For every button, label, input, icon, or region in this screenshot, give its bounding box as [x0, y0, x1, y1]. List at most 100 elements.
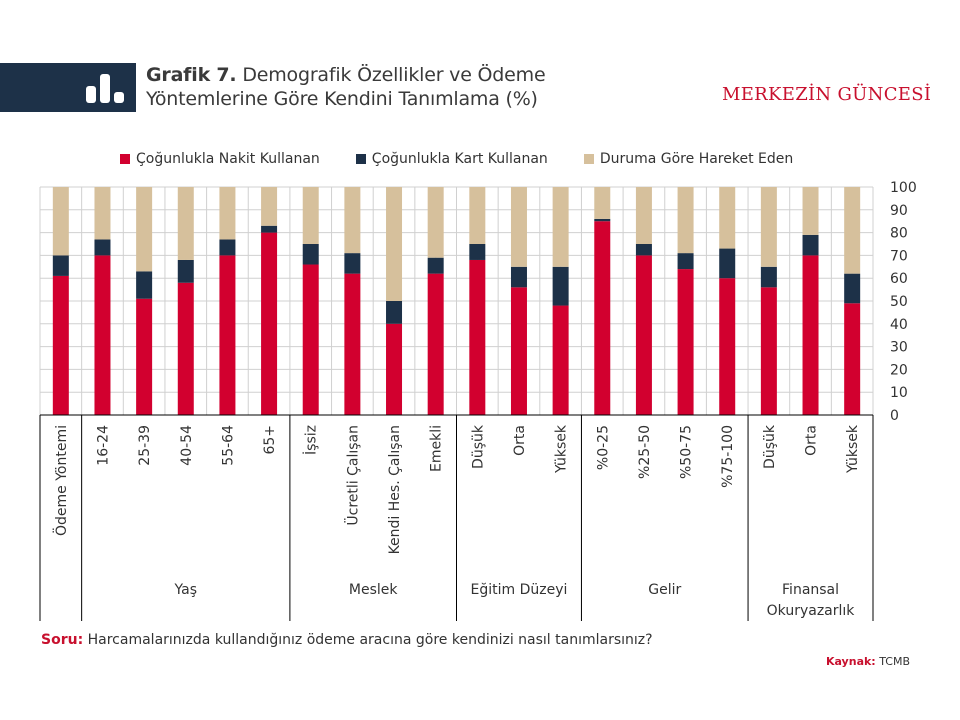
bar-segment-nakit — [94, 255, 111, 415]
bar-segment-kart — [94, 239, 111, 256]
bar-chart-icon — [86, 74, 124, 103]
bar-segment-nakit — [594, 221, 611, 415]
group-label: Meslek — [349, 582, 398, 598]
chart-title: Grafik 7. Demografik Özellikler ve Ödeme… — [146, 63, 546, 111]
x-tick-label: İşsiz — [302, 425, 320, 455]
group-label: Finansal — [782, 582, 839, 598]
title-line-1: Demografik Özellikler ve Ödeme — [242, 64, 546, 86]
bar-segment-kart — [469, 244, 486, 260]
x-tick-label: %25-50 — [637, 425, 653, 479]
bar-segment-kart — [52, 255, 69, 276]
y-tick-label: 90 — [890, 203, 908, 219]
title-line-2: Yöntemlerine Göre Kendini Tanımlama (%) — [146, 88, 538, 110]
bar-segment-duruma — [386, 187, 403, 301]
bar-segment-kart — [719, 248, 736, 279]
y-tick-label: 70 — [890, 248, 908, 264]
bar-segment-kart — [635, 244, 652, 256]
x-tick-label: Orta — [512, 425, 528, 456]
legend-label-duruma: Duruma Göre Hareket Eden — [599, 151, 794, 167]
source-text: TCMB — [879, 655, 910, 668]
legend-item-kart: Çoğunlukla Kart Kullanan — [355, 151, 548, 167]
bar-segment-duruma — [302, 187, 319, 244]
bar-segment-nakit — [427, 273, 444, 415]
bar-segment-duruma — [677, 187, 694, 254]
bar-segment-nakit — [510, 287, 527, 415]
bar-segment-kart — [302, 244, 319, 265]
source-label: Kaynak: — [825, 655, 876, 668]
group-label: Okuryazarlık — [767, 603, 856, 619]
bar-segment-nakit — [760, 287, 777, 415]
x-tick-label: %75-100 — [720, 425, 736, 488]
question-note: Soru: Harcamalarınızda kullandığınız öde… — [41, 632, 653, 648]
x-tick-label: 65+ — [262, 425, 278, 455]
legend: Çoğunlukla Nakit Kullanan Çoğunlukla Kar… — [120, 149, 829, 169]
y-tick-label: 80 — [890, 226, 908, 242]
x-tick-label: Yüksek — [554, 424, 570, 474]
bar-segment-kart — [760, 266, 777, 288]
bar-segment-kart — [177, 259, 194, 283]
bar-segment-nakit — [469, 259, 486, 415]
x-tick-label: Yüksek — [845, 424, 861, 474]
y-tick-label: 40 — [890, 317, 908, 333]
legend-label-nakit: Çoğunlukla Nakit Kullanan — [136, 151, 320, 167]
bar-segment-duruma — [219, 187, 236, 240]
bar-segment-nakit — [802, 255, 819, 415]
y-tick-label: 20 — [890, 362, 908, 378]
bar-segment-duruma — [136, 187, 153, 272]
header-band — [0, 63, 136, 112]
bar-segment-kart — [136, 271, 153, 299]
x-tick-label: Düşük — [762, 424, 778, 469]
bar-segment-duruma — [344, 187, 361, 254]
x-tick-label: Kendi Hes. Çalışan — [387, 425, 403, 554]
bar-segment-nakit — [219, 255, 236, 415]
bar-segment-duruma — [635, 187, 652, 244]
y-tick-label: 0 — [890, 408, 899, 424]
bar-segment-duruma — [594, 187, 611, 219]
bar-segment-nakit — [386, 323, 403, 415]
legend-swatch-nakit — [120, 154, 130, 164]
x-tick-label: Ödeme Yöntemi — [52, 425, 70, 536]
bar-segment-kart — [261, 225, 278, 233]
bar-segment-nakit — [52, 275, 69, 415]
y-tick-label: 100 — [890, 180, 917, 196]
x-tick-label: Emekli — [429, 425, 445, 472]
title-bold: Grafik 7. — [146, 64, 237, 86]
bar-segment-kart — [677, 253, 694, 270]
question-text: Harcamalarınızda kullandığınız ödeme ara… — [87, 632, 653, 648]
bar-segment-kart — [427, 257, 444, 274]
bar-segment-duruma — [261, 187, 278, 226]
bar-segment-kart — [344, 253, 361, 274]
bar-segment-kart — [386, 301, 403, 324]
bar-segment-nakit — [844, 303, 861, 415]
bar-segment-nakit — [552, 305, 569, 415]
bar-segment-duruma — [177, 187, 194, 260]
x-tick-label: %50-75 — [679, 425, 695, 479]
bar-segment-nakit — [635, 255, 652, 415]
bar-segment-nakit — [677, 269, 694, 415]
bar-segment-duruma — [510, 187, 527, 267]
legend-swatch-kart — [355, 154, 366, 164]
legend-swatch-duruma — [583, 154, 594, 164]
bar-segment-duruma — [719, 187, 736, 249]
bar-segment-nakit — [719, 278, 736, 415]
bar-segment-duruma — [94, 187, 111, 240]
legend-item-duruma: Duruma Göre Hareket Eden — [583, 151, 794, 167]
bar-segment-kart — [510, 266, 527, 288]
bar-segment-duruma — [844, 187, 861, 274]
y-tick-label: 10 — [890, 385, 908, 401]
bar-segment-nakit — [302, 264, 319, 415]
x-tick-label: %0-25 — [595, 425, 611, 470]
y-tick-label: 30 — [890, 340, 908, 356]
x-tick-label: 25-39 — [137, 425, 153, 466]
bar-segment-kart — [802, 234, 819, 256]
bar-segment-nakit — [344, 273, 361, 415]
bar-segment-duruma — [760, 187, 777, 267]
x-tick-label: 40-54 — [179, 425, 195, 466]
bar-segment-kart — [594, 218, 611, 222]
bar-segment-kart — [552, 266, 569, 306]
group-label: Yaş — [174, 582, 198, 598]
bar-segment-nakit — [261, 232, 278, 415]
question-label: Soru: — [41, 632, 84, 648]
brand-logo: MERKEZİN GÜNCESİ — [722, 84, 932, 105]
